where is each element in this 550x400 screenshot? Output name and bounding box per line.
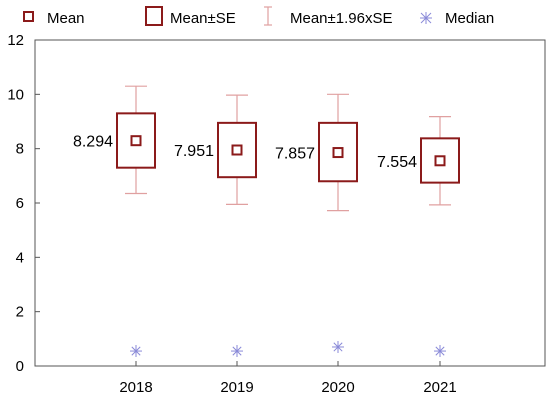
legend-se-label: Mean±SE (170, 10, 236, 27)
median-marker-3 (434, 345, 446, 358)
mean-label-2: 7.857 (275, 146, 315, 163)
plot-frame (34, 39, 546, 367)
legend-se-marker (145, 6, 163, 26)
mean-label-1: 7.951 (174, 143, 214, 160)
x-tick-label-3: 2021 (423, 379, 456, 396)
y-tick-label-1: 2 (16, 304, 24, 321)
y-tick-label-4: 8 (16, 141, 24, 158)
y-tick-label-5: 10 (7, 86, 24, 103)
mean-label-0: 8.294 (73, 134, 113, 151)
mean-label-3: 7.554 (377, 154, 417, 171)
median-marker-0 (130, 345, 142, 358)
y-tick-label-0: 0 (16, 358, 24, 375)
se-box-1 (217, 121, 257, 179)
median-marker-2 (332, 340, 344, 353)
mean-marker-2 (332, 147, 344, 159)
y-tick-label-3: 6 (16, 195, 24, 212)
legend: Mean Mean±SE Mean±1.96xSE Median (23, 6, 494, 27)
median-stroke-1-3 (232, 346, 242, 356)
legend-ci-marker (264, 6, 272, 26)
x-tick-label-0: 2018 (119, 379, 152, 396)
mean-marker-3 (434, 155, 446, 167)
y-tick-label-6: 12 (7, 32, 24, 49)
plot-marks: 8.294 7.951 7.857 7.554 (73, 85, 460, 358)
legend-median-marker (420, 12, 432, 24)
x-tick-label-1: 2019 (220, 379, 253, 396)
se-box-3 (420, 137, 460, 184)
median-stroke-2-3 (333, 342, 343, 352)
legend-ci-label: Mean±1.96xSE (290, 10, 392, 27)
median-marker-1 (231, 345, 243, 358)
x-tick-label-2: 2020 (321, 379, 354, 396)
y-tick-label-2: 4 (16, 249, 24, 266)
legend-mean-label: Mean (47, 10, 85, 27)
se-box-2 (318, 121, 358, 183)
legend-mean-marker (23, 11, 34, 22)
se-box-0 (116, 112, 156, 169)
mean-marker-0 (130, 135, 142, 147)
x-axis: 2018 2019 2020 2021 (119, 361, 457, 396)
legend-median-label: Median (445, 10, 494, 27)
median-stroke-3-3 (435, 346, 445, 356)
mean-marker-1 (231, 144, 243, 156)
y-axis: 0 2 4 6 8 10 12 (7, 32, 40, 375)
median-stroke-0-3 (131, 346, 141, 356)
